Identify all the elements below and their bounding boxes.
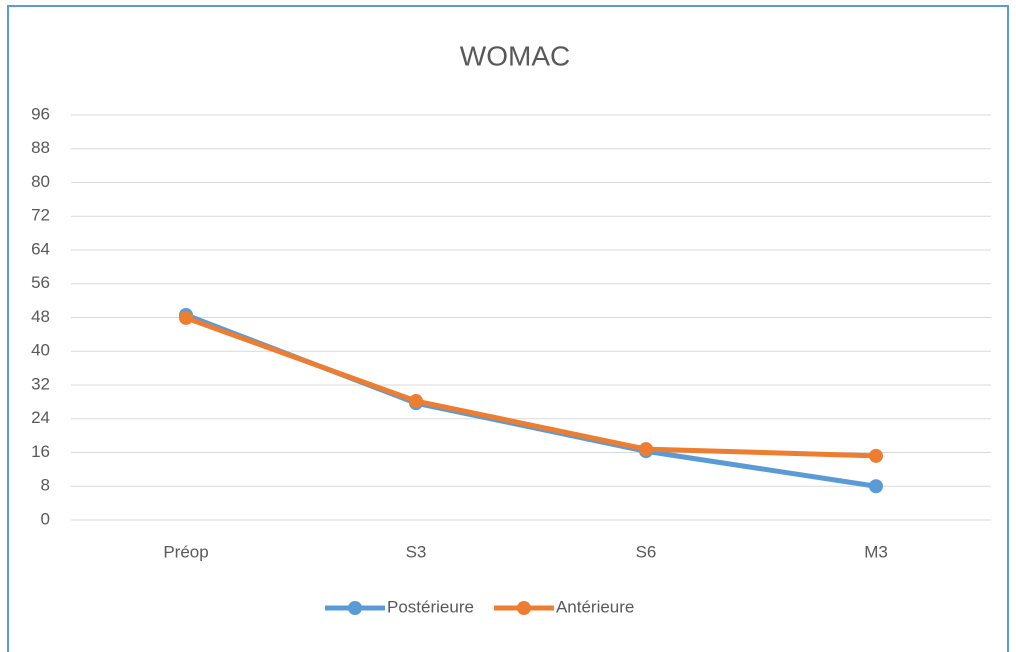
y-tick-label: 0 <box>41 509 50 528</box>
legend-label: Antérieure <box>556 597 634 616</box>
legend-marker <box>516 601 531 615</box>
series-line <box>185 315 877 459</box>
y-tick-label: 16 <box>31 442 50 461</box>
y-tick-label: 32 <box>31 374 50 393</box>
y-tick-label: 48 <box>31 307 50 326</box>
x-tick-label: M3 <box>864 542 888 561</box>
y-tick-label: 88 <box>31 138 50 157</box>
y-tick-label: 72 <box>31 206 50 225</box>
data-point <box>639 442 653 457</box>
y-tick-label: 8 <box>41 476 50 495</box>
data-point <box>869 479 883 494</box>
y-tick-label: 80 <box>31 172 50 191</box>
y-tick-label: 24 <box>31 408 50 427</box>
x-tick-label: S6 <box>636 542 657 561</box>
data-point <box>409 394 423 409</box>
chart-title: WOMAC <box>460 40 570 71</box>
y-tick-label: 96 <box>31 104 50 123</box>
y-tick-label: 40 <box>31 341 50 360</box>
x-tick-label: S3 <box>406 542 427 561</box>
legend-label: Postérieure <box>387 597 474 616</box>
legend-marker <box>348 601 362 615</box>
chart-frame <box>7 5 1009 652</box>
data-point <box>869 448 883 463</box>
y-tick-label: 64 <box>31 239 50 258</box>
x-tick-label: Préop <box>163 542 208 561</box>
y-tick-label: 56 <box>31 273 50 292</box>
data-point <box>179 310 193 325</box>
